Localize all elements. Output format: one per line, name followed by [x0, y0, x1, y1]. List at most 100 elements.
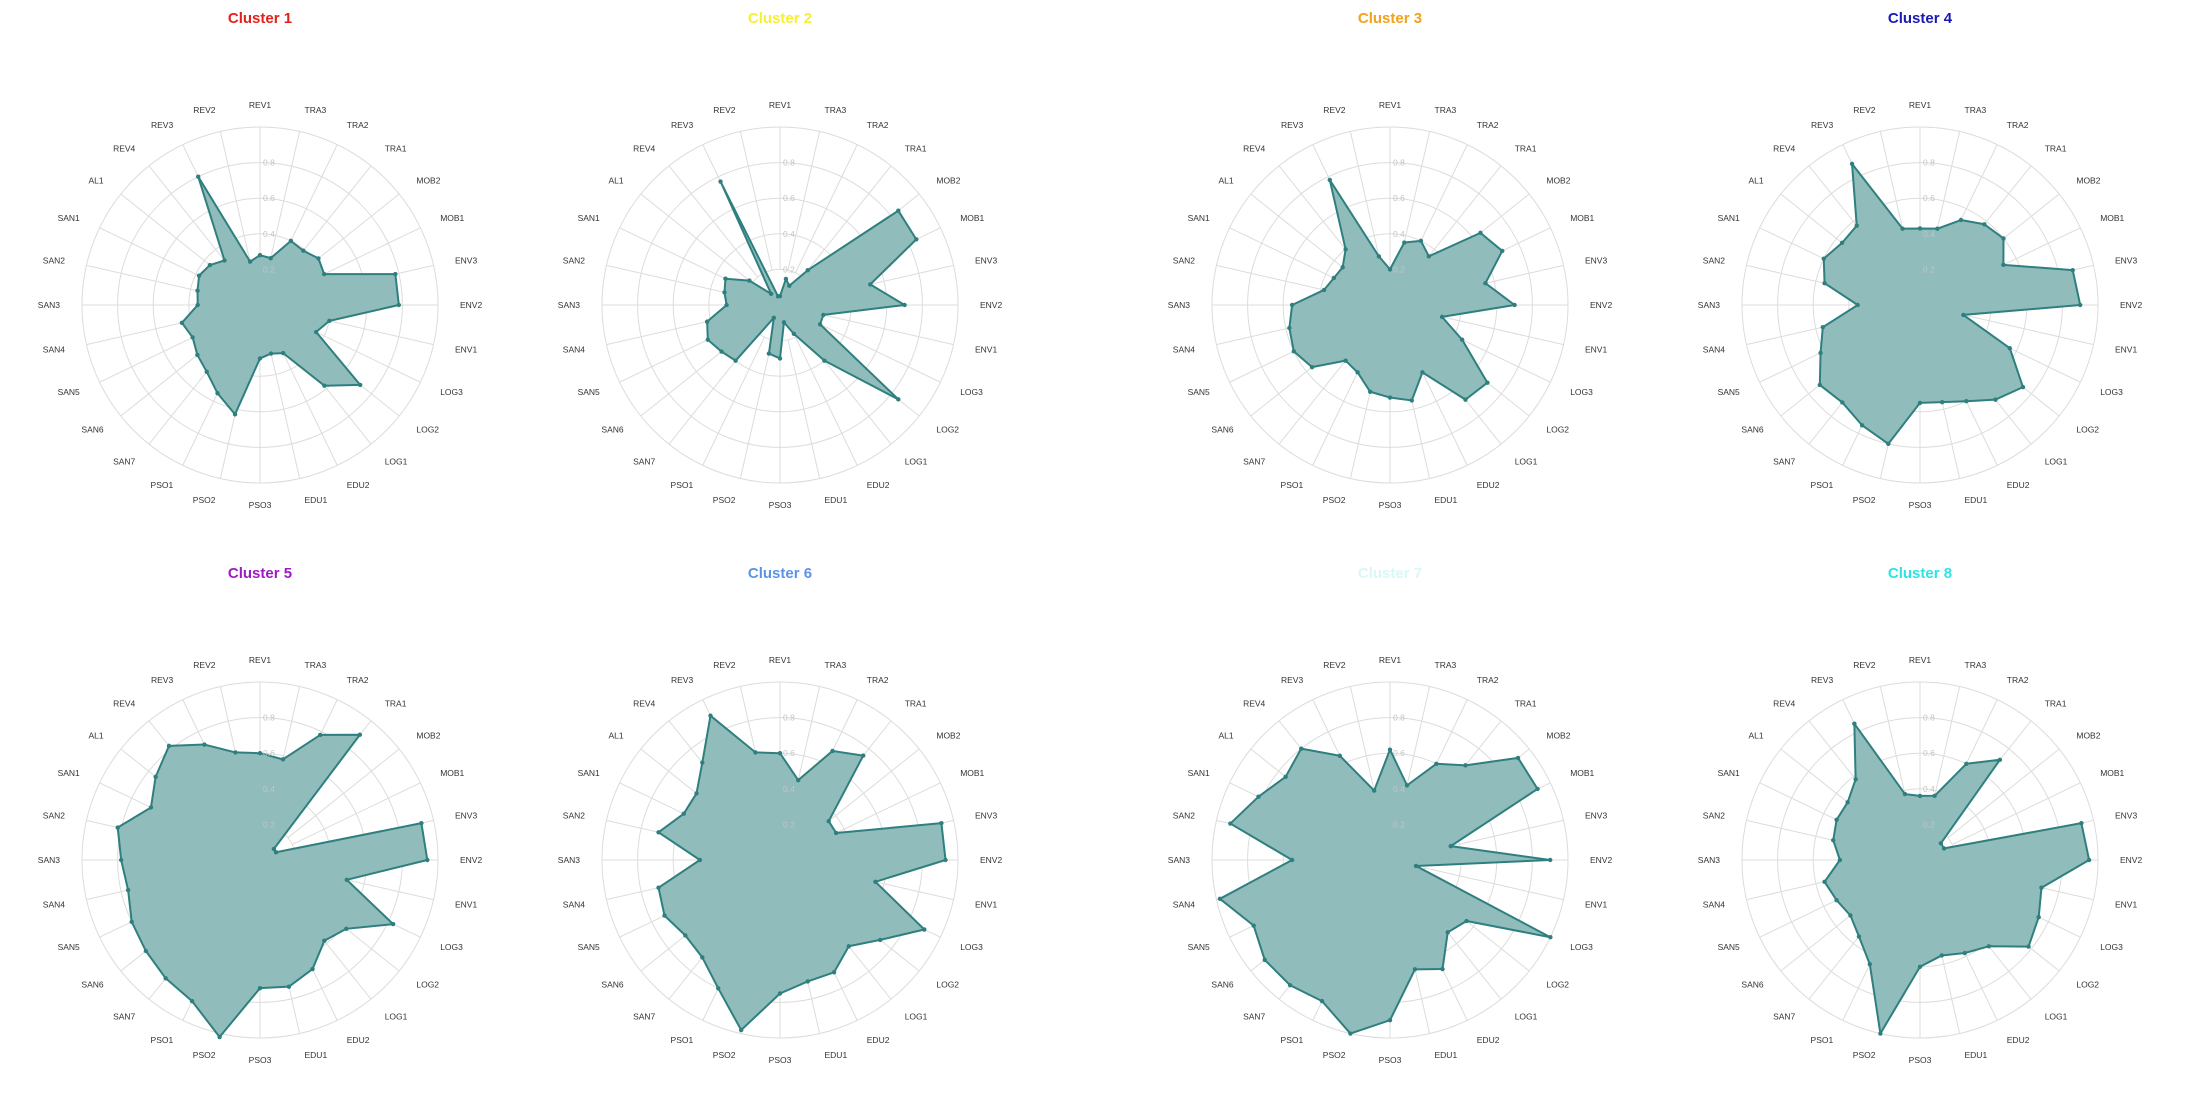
axis-label: PSO1 — [1811, 480, 1834, 490]
data-point — [1289, 302, 1295, 308]
axis-label: TRA3 — [1435, 105, 1457, 115]
data-point — [390, 921, 396, 927]
data-point — [1309, 364, 1315, 370]
axis-label: REV2 — [1853, 660, 1875, 670]
axis-label: TRA3 — [825, 660, 847, 670]
data-point — [1854, 223, 1859, 228]
axis-label: SAN7 — [633, 456, 655, 466]
data-point — [286, 984, 292, 989]
axis-label: TRA1 — [1515, 699, 1537, 709]
axis-label: MOB1 — [2100, 768, 2124, 778]
axis-label: PSO3 — [249, 1055, 272, 1065]
axis-label: SAN2 — [563, 810, 585, 820]
data-point — [148, 805, 154, 810]
data-point — [861, 753, 866, 758]
data-point — [1348, 1031, 1353, 1036]
axis-label: LOG2 — [416, 425, 439, 435]
data-point — [1822, 879, 1827, 884]
data-point — [705, 337, 711, 342]
axis-label: ENV1 — [975, 345, 997, 355]
data-point — [719, 349, 724, 354]
data-point — [1367, 389, 1373, 394]
data-point — [1982, 222, 1987, 227]
axis-label: SAN6 — [601, 425, 623, 435]
axis-label: SAN3 — [38, 855, 60, 865]
axis-label: MOB2 — [416, 175, 440, 185]
data-point — [1917, 226, 1923, 231]
axis-label: ENV1 — [2115, 900, 2137, 910]
data-point — [115, 825, 120, 830]
axis-label: REV1 — [1379, 655, 1401, 665]
axis-label: EDU2 — [867, 1035, 890, 1045]
axis-label: SAN2 — [563, 255, 585, 265]
axis-label: PSO1 — [1281, 480, 1304, 490]
data-point — [1859, 423, 1865, 428]
data-point — [425, 857, 430, 863]
data-point — [1964, 399, 1969, 404]
data-point — [257, 985, 263, 991]
grid-spoke — [794, 336, 858, 466]
axis-label: SAN3 — [1698, 855, 1720, 865]
axis-label: SAN1 — [58, 213, 80, 223]
data-point — [1413, 863, 1419, 869]
axis-label: SAN5 — [1188, 387, 1210, 397]
data-point — [118, 857, 124, 863]
axis-label: PSO2 — [1323, 495, 1346, 505]
data-point — [1821, 256, 1826, 261]
chart-title: Cluster 8 — [1887, 565, 1953, 582]
axis-label: SAN7 — [113, 1011, 135, 1021]
axis-label: REV3 — [1281, 675, 1303, 685]
data-point — [1839, 240, 1845, 246]
data-point — [129, 919, 134, 924]
grid-spoke — [702, 336, 766, 466]
data-point — [1340, 265, 1345, 270]
axis-label: SAN7 — [1243, 1011, 1265, 1021]
axis-label: SAN2 — [43, 810, 65, 820]
radar-panel-3: Cluster 3 0.2 0.4 0.6 0.8 REV1 TRA3 TRA2 TRA1 MOB… — [1130, 0, 1670, 555]
axis-label: LOG2 — [416, 980, 439, 990]
radar-panel-8: Cluster 8 0.2 0.4 0.6 0.8 REV1 TRA3 TRA2 TRA1 MOB… — [1660, 555, 2186, 1110]
tick-label: 0.8 — [263, 713, 275, 723]
grid-spoke — [1424, 867, 1564, 901]
axis-label: PSO3 — [1909, 500, 1932, 510]
data-point — [204, 369, 209, 374]
axis-label: ENV2 — [460, 855, 482, 865]
axis-label: EDU1 — [1965, 1050, 1988, 1060]
axis-label: EDU1 — [1435, 1050, 1458, 1060]
axis-label: PSO1 — [671, 1035, 694, 1045]
data-point — [1853, 777, 1858, 782]
data-point — [1434, 761, 1439, 766]
axis-label: REV2 — [713, 105, 735, 115]
axis-label: LOG3 — [2100, 387, 2123, 397]
data-point — [1420, 370, 1425, 375]
data-point — [321, 271, 327, 277]
axis-label: MOB2 — [2076, 730, 2100, 740]
data-point — [217, 1034, 222, 1040]
axis-label: SAN5 — [578, 387, 600, 397]
data-point — [257, 356, 263, 361]
chart-title: Cluster 2 — [747, 10, 813, 27]
axis-label: LOG1 — [2045, 1011, 2068, 1021]
data-point — [796, 777, 801, 783]
data-point — [683, 933, 688, 938]
axis-label: SAN1 — [578, 213, 600, 223]
data-point — [1993, 397, 1998, 402]
data-point — [1818, 350, 1823, 356]
data-point — [1287, 983, 1293, 988]
axis-label: SAN7 — [1773, 456, 1795, 466]
axis-label: SAN4 — [563, 345, 585, 355]
tick-label: 0.6 — [1923, 193, 1935, 203]
axis-label: REV3 — [1811, 120, 1833, 130]
data-point — [2078, 302, 2083, 308]
axis-label: REV2 — [713, 660, 735, 670]
axis-label: SAN2 — [1703, 255, 1725, 265]
tick-label: 0.8 — [1393, 158, 1405, 168]
data-point — [1283, 774, 1288, 779]
series-area — [180, 175, 400, 416]
radar-panel-1: Cluster 1 0.2 0.4 0.6 0.8 REV1 TRA3 TRA2 TRA1 MOB… — [0, 0, 540, 555]
data-point — [868, 282, 873, 287]
data-point — [783, 276, 789, 282]
grid-spoke — [267, 131, 301, 271]
axis-label: PSO2 — [1853, 495, 1876, 505]
grid-spoke — [1947, 748, 2060, 839]
